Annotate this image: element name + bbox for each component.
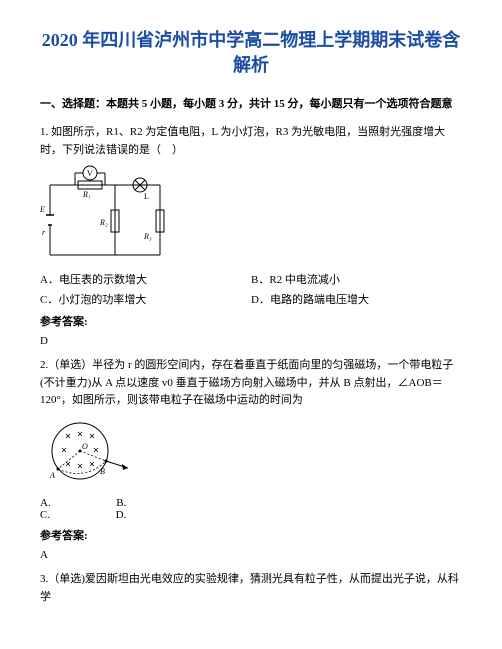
svg-text:A: A xyxy=(49,471,55,480)
q2-answer: A xyxy=(40,549,462,561)
title-line-1: 2020 年四川省泸州市中学高二物理上学期期末试卷含 xyxy=(42,30,461,50)
q2-options-row2: C. D. xyxy=(40,509,462,521)
svg-text:B: B xyxy=(100,467,105,476)
svg-text:O: O xyxy=(82,442,88,451)
q1-stem: 1. 如图所示，R1、R2 为定值电阻，L 为小灯泡，R3 为光敏电阻，当照射光… xyxy=(40,124,462,159)
section-heading: 一、选择题：本题共 5 小题，每小题 3 分，共计 15 分，每小题只有一个选项… xyxy=(40,96,462,114)
q1-options-row1: A．电压表的示数增大 B．R2 中电流减小 xyxy=(40,271,462,287)
q2-option-a: A. xyxy=(40,497,51,509)
q1-option-b: B．R2 中电流减小 xyxy=(251,271,462,287)
q1-options-row2: C．小灯泡的功率增大 D．电路的路端电压增大 xyxy=(40,291,462,307)
svg-text:R₁: R₁ xyxy=(82,190,91,199)
q1-answer-label: 参考答案: xyxy=(40,313,462,329)
svg-text:R₃: R₃ xyxy=(143,232,152,241)
q2-option-b: B. xyxy=(116,497,126,509)
q3-stem: 3.（单选)爱因斯坦由光电效应的实验规律，猜测光具有粒子性，从而提出光子说，从科… xyxy=(40,571,462,606)
title-line-2: 解析 xyxy=(233,55,269,75)
q2-option-d: D. xyxy=(116,509,127,521)
q1-option-d: D．电路的路端电压增大 xyxy=(251,291,462,307)
q2-option-c: C. xyxy=(40,509,50,521)
q1-option-c: C．小灯泡的功率增大 xyxy=(40,291,251,307)
q1-option-a: A．电压表的示数增大 xyxy=(40,271,251,287)
svg-text:R₂: R₂ xyxy=(99,218,108,227)
page-title: 2020 年四川省泸州市中学高二物理上学期期末试卷含 解析 xyxy=(40,28,462,78)
q1-answer: D xyxy=(40,335,462,347)
q2-answer-label: 参考答案: xyxy=(40,527,462,543)
svg-text:E: E xyxy=(40,205,45,214)
svg-text:V: V xyxy=(87,169,93,178)
q2-stem: 2.（单选）半径为 r 的圆形空间内，存在着垂直于纸面向里的匀强磁场，一个带电粒… xyxy=(40,357,462,410)
q1-figure: E r V R₁ L R₂ R₃ xyxy=(40,165,462,265)
q2-options-row1: A. B. xyxy=(40,497,462,509)
svg-text:L: L xyxy=(144,192,149,201)
svg-text:r: r xyxy=(42,228,46,237)
q2-figure: O A B xyxy=(40,416,462,491)
